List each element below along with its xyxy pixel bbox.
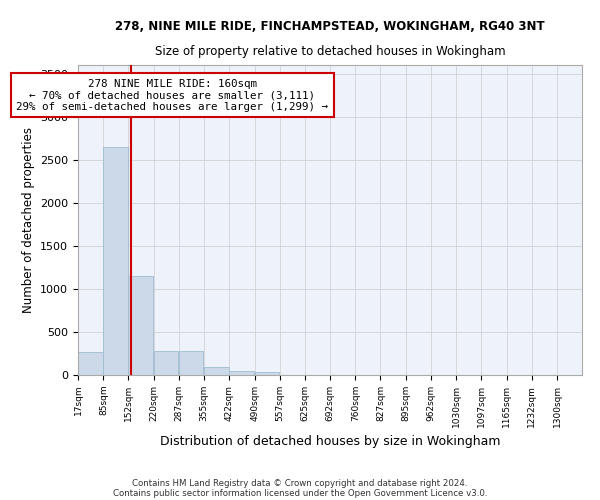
Bar: [78, 352, 103, 375]
Y-axis label: Number of detached properties: Number of detached properties: [22, 127, 35, 313]
Bar: [128, 276, 153, 375]
X-axis label: Distribution of detached houses by size in Wokingham: Distribution of detached houses by size …: [160, 435, 500, 448]
Text: Contains public sector information licensed under the Open Government Licence v3: Contains public sector information licen…: [113, 488, 487, 498]
Bar: [229, 370, 254, 375]
Bar: [179, 351, 203, 375]
Bar: [254, 372, 279, 375]
Text: 278 NINE MILE RIDE: 160sqm
← 70% of detached houses are smaller (3,111)
29% of s: 278 NINE MILE RIDE: 160sqm ← 70% of deta…: [16, 79, 328, 112]
Bar: [204, 367, 229, 375]
Text: Size of property relative to detached houses in Wokingham: Size of property relative to detached ho…: [155, 45, 505, 58]
Bar: [103, 147, 128, 375]
Text: 278, NINE MILE RIDE, FINCHAMPSTEAD, WOKINGHAM, RG40 3NT: 278, NINE MILE RIDE, FINCHAMPSTEAD, WOKI…: [115, 20, 545, 33]
Bar: [154, 351, 178, 375]
Text: Contains HM Land Registry data © Crown copyright and database right 2024.: Contains HM Land Registry data © Crown c…: [132, 478, 468, 488]
